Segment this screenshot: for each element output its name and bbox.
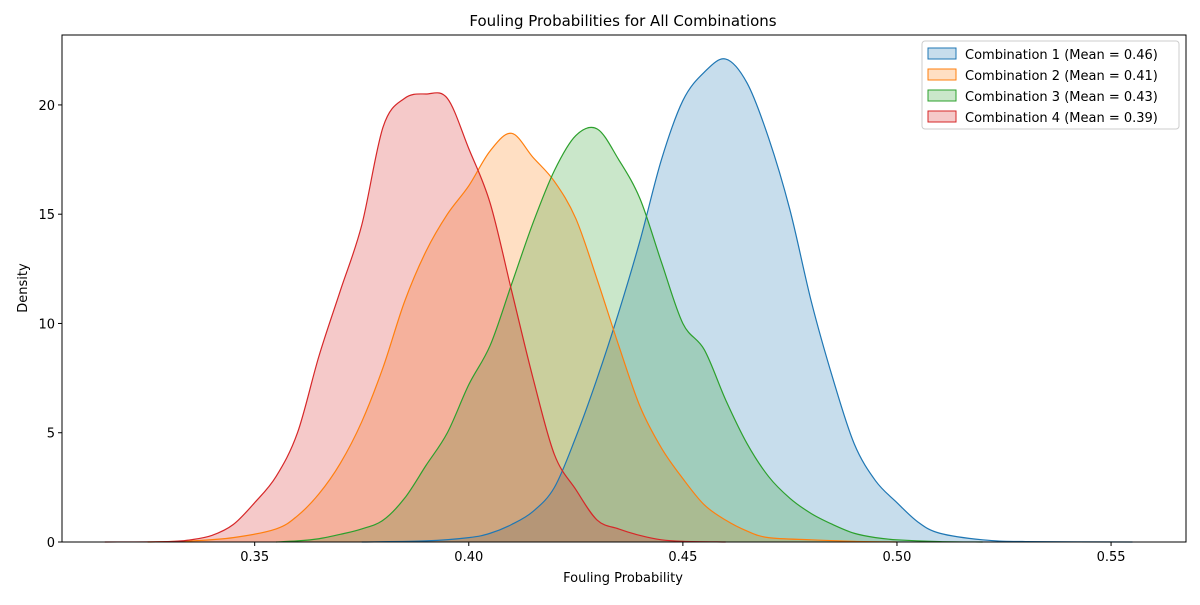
- x-axis: 0.35 0.40 0.45 0.50 0.55: [240, 542, 1126, 565]
- legend: Combination 1 (Mean = 0.46) Combination 2…: [921, 40, 1180, 130]
- series-3-area: [276, 127, 983, 542]
- y-tick-label: 20: [38, 99, 55, 114]
- plot-frame: [61, 34, 1187, 543]
- legend-frame: [921, 40, 1180, 130]
- series-2-area: [147, 133, 897, 542]
- legend-label-3: Combination 3 (Mean = 0.43): [965, 90, 1158, 105]
- legend-label-2: Combination 2 (Mean = 0.41): [965, 69, 1158, 84]
- series-1-line: [361, 58, 1133, 543]
- legend-label-1: Combination 1 (Mean = 0.46): [965, 48, 1158, 63]
- x-tick-label: 0.55: [1097, 550, 1126, 565]
- legend-swatch-1: [927, 47, 957, 60]
- legend-swatch-2: [927, 68, 957, 81]
- series-3-line: [276, 126, 983, 543]
- x-tick-label: 0.35: [240, 550, 269, 565]
- series-2-line: [147, 132, 897, 543]
- series-fills: [104, 58, 1133, 543]
- legend-label-4: Combination 4 (Mean = 0.39): [965, 111, 1158, 126]
- x-tick-label: 0.50: [882, 550, 911, 565]
- y-tick-label: 15: [38, 208, 55, 223]
- chart-title: Fouling Probabilities for All Combinatio…: [469, 12, 776, 30]
- series-lines: [104, 58, 1133, 543]
- legend-swatch-3: [927, 89, 957, 102]
- y-tick-label: 0: [47, 536, 55, 551]
- series-4-line: [104, 92, 726, 543]
- y-tick-label: 10: [38, 317, 55, 332]
- y-axis-label: Density: [16, 263, 31, 313]
- y-tick-label: 5: [47, 427, 55, 442]
- series-4-area: [104, 92, 726, 542]
- legend-swatch-4: [927, 110, 957, 123]
- y-axis: 0 5 10 15 20: [38, 99, 62, 551]
- x-tick-label: 0.40: [454, 550, 483, 565]
- x-axis-label: Fouling Probability: [563, 571, 683, 586]
- x-tick-label: 0.45: [668, 550, 697, 565]
- series-1-area: [361, 58, 1133, 543]
